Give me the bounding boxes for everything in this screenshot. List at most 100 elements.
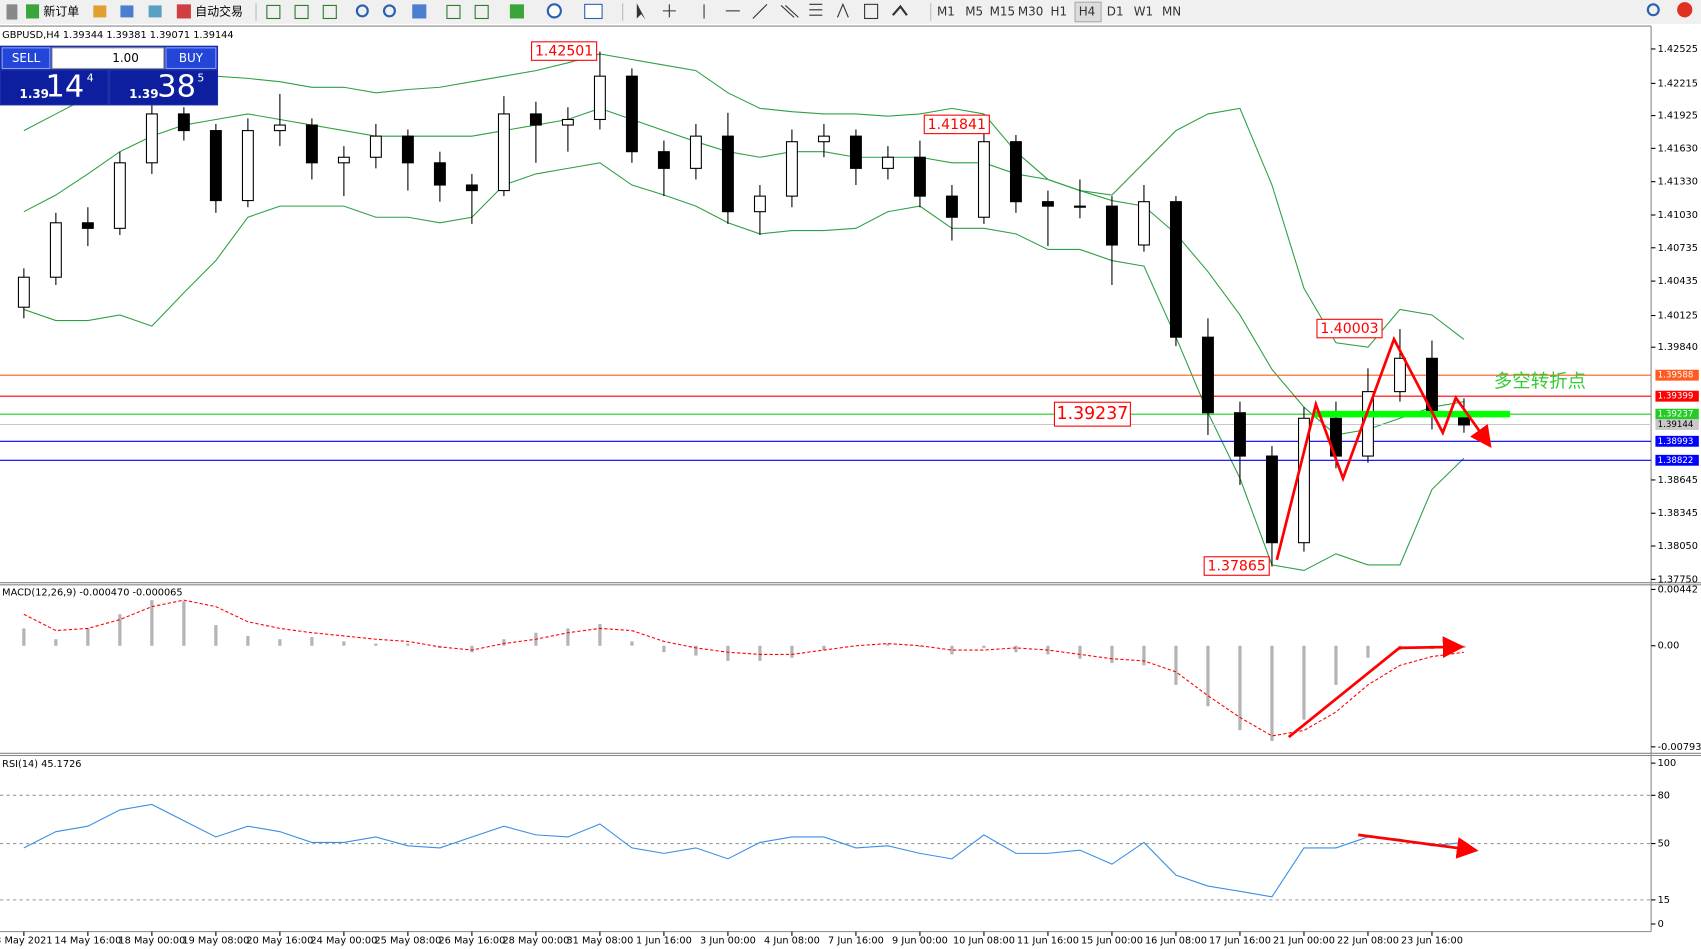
price-callout [923, 114, 990, 135]
y-tick-label: 1.39840 [1658, 342, 1698, 353]
auto-trading[interactable]: 自动交易 [195, 3, 243, 18]
new-order-icon[interactable] [26, 4, 40, 19]
y-tick-label: 1.38050 [1658, 541, 1698, 552]
zoom-in[interactable] [355, 4, 369, 18]
candle-body [817, 135, 830, 143]
icon[interactable] [412, 4, 427, 19]
icon[interactable] [148, 5, 162, 18]
search[interactable] [1646, 3, 1660, 17]
x-tick-label: 23 Jun 16:00 [1401, 935, 1463, 946]
price-callout [1203, 556, 1270, 576]
candle-body [561, 118, 574, 126]
y-tick-label: 80 [1658, 790, 1670, 801]
price-callout [531, 41, 598, 61]
candle-body [145, 113, 158, 164]
candle-body [209, 130, 222, 202]
icon[interactable] [474, 4, 489, 20]
candle-body [785, 141, 798, 197]
sell-label[interactable]: SELL [12, 51, 41, 65]
auto-trading-icon[interactable] [176, 4, 191, 19]
candle-body [113, 162, 126, 229]
buy-label[interactable]: BUY [179, 51, 204, 65]
candle-body [977, 141, 990, 218]
timeframe[interactable]: M5 [965, 4, 983, 18]
macd-signal [23, 599, 1465, 737]
candle-body [689, 135, 702, 169]
candle-body [721, 135, 734, 213]
label-tool[interactable] [864, 3, 879, 20]
sell-point: 4 [87, 71, 94, 84]
new-order[interactable]: 新订单 [43, 3, 79, 18]
candle-body [1201, 336, 1214, 414]
icon [6, 4, 18, 20]
sell-button[interactable] [1, 47, 51, 70]
x-tick-label: 16 Jun 08:00 [1145, 935, 1207, 946]
panel-title: RSI(14) 45.1726 [2, 759, 81, 770]
timeframe-active[interactable] [1074, 1, 1102, 23]
zoom-out[interactable] [382, 4, 396, 18]
timeframe[interactable]: MN [1162, 4, 1181, 18]
x-tick-label: 22 Jun 08:00 [1337, 935, 1399, 946]
price-callout [1053, 401, 1131, 427]
x-tick-label: 18 May 00:00 [118, 935, 185, 946]
level-tag [1655, 454, 1699, 466]
sell-price[interactable] [1, 70, 108, 105]
icon[interactable] [446, 4, 461, 20]
timeframe[interactable]: M30 [1018, 4, 1043, 18]
lot-value[interactable]: 1.00 [112, 51, 139, 65]
icon[interactable] [294, 4, 309, 20]
buy-price[interactable] [110, 70, 217, 105]
sell-big: 1.39 [20, 87, 49, 101]
candle-body [1073, 205, 1086, 208]
level-tag-label: 1.38993 [1658, 437, 1694, 447]
y-tick-label: 1.38345 [1658, 508, 1698, 519]
trendline-tool[interactable] [752, 3, 768, 19]
icon[interactable] [584, 3, 603, 20]
candle-body [49, 222, 62, 278]
timeframe[interactable]: H4 [1079, 4, 1096, 18]
y-tick-label: 1.37750 [1658, 574, 1698, 585]
x-tick-label: 9 Jun 00:00 [892, 935, 948, 946]
x-tick-label: 19 May 08:00 [182, 935, 249, 946]
candle-body [1105, 205, 1118, 246]
level-tag [1655, 435, 1699, 447]
icon[interactable] [120, 5, 134, 18]
text-tool[interactable] [836, 2, 849, 18]
level-tag-label: 1.39588 [1658, 371, 1694, 381]
lot-input[interactable] [51, 47, 165, 70]
y-tick-label: 0.00442 [1658, 584, 1698, 595]
y-tick-label: 1.41330 [1658, 177, 1698, 188]
icon[interactable] [93, 5, 107, 18]
y-tick-label: 100 [1658, 758, 1677, 769]
bollinger-middle [23, 107, 1465, 436]
annotation: 多空转折点 [1494, 372, 1586, 393]
timeframe[interactable]: H1 [1051, 4, 1068, 18]
fibo-tool[interactable] [809, 3, 823, 16]
icon[interactable] [266, 4, 281, 20]
channel-tool[interactable] [780, 5, 799, 18]
timeframes: M1 M5 M15 M30 H1 H4 D1 W1 MN [937, 1, 1181, 23]
icon[interactable] [322, 4, 337, 20]
sell-pips: 14 [46, 70, 85, 105]
x-tick-label: 4 Jun 08:00 [764, 935, 820, 946]
timeframe[interactable]: M15 [990, 4, 1015, 18]
notifications[interactable] [1677, 2, 1693, 18]
toolbar-bg [0, 0, 1701, 24]
candle-body [1009, 141, 1022, 203]
price-callout-label: 1.39237 [1057, 404, 1129, 424]
price-arrow [1275, 335, 1492, 561]
icon[interactable] [509, 4, 524, 19]
candle-body [369, 135, 382, 158]
x-tick-label: 24 May 00:00 [310, 935, 377, 946]
cursor-tool[interactable] [636, 3, 646, 20]
buy-button[interactable] [165, 47, 217, 70]
timeframe[interactable]: M1 [937, 4, 955, 18]
candle-body [273, 124, 286, 132]
timeframe[interactable]: W1 [1134, 4, 1153, 18]
arrows-tool[interactable] [891, 4, 908, 16]
icon[interactable] [546, 3, 562, 19]
crosshair-tool[interactable] [662, 4, 676, 18]
x-tick-label: 21 Jun 00:00 [1273, 935, 1335, 946]
timeframe[interactable]: D1 [1107, 4, 1124, 18]
y-tick-label: 1.41030 [1658, 210, 1698, 221]
